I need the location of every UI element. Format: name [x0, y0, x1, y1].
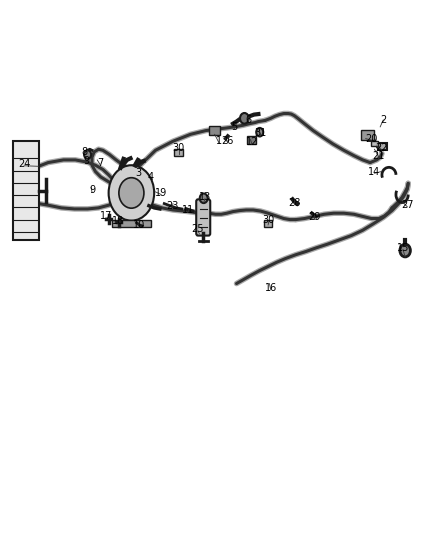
Circle shape: [256, 128, 263, 136]
Text: 21: 21: [373, 151, 385, 160]
Text: 8: 8: [81, 147, 87, 157]
Text: 18: 18: [112, 216, 124, 226]
Text: 29: 29: [308, 213, 321, 222]
Text: 14: 14: [368, 167, 381, 176]
Text: 4: 4: [148, 172, 154, 182]
Text: 2: 2: [380, 115, 386, 125]
Text: 30: 30: [263, 215, 275, 224]
FancyBboxPatch shape: [196, 199, 210, 236]
Text: 16: 16: [265, 283, 277, 293]
Circle shape: [400, 244, 410, 257]
Text: 15: 15: [397, 243, 409, 253]
Text: 27: 27: [401, 200, 413, 210]
Text: 28: 28: [288, 198, 300, 207]
Text: 12: 12: [246, 138, 258, 147]
Text: 17: 17: [100, 212, 112, 221]
Text: 7: 7: [97, 158, 103, 167]
Bar: [247, 136, 256, 144]
Text: 23: 23: [166, 201, 178, 211]
Text: 3: 3: [135, 168, 141, 178]
Bar: [112, 220, 151, 227]
Text: 25: 25: [192, 224, 204, 234]
Text: 1: 1: [216, 136, 222, 146]
Text: 13: 13: [199, 192, 211, 202]
Bar: [174, 149, 183, 156]
Text: 20: 20: [365, 134, 378, 143]
Text: 11: 11: [182, 205, 194, 215]
Text: 19: 19: [155, 188, 167, 198]
Bar: [209, 126, 220, 135]
Circle shape: [200, 193, 208, 203]
Text: 22: 22: [376, 143, 388, 153]
Circle shape: [84, 150, 91, 159]
Text: 9: 9: [89, 185, 95, 195]
Text: 6: 6: [245, 115, 251, 125]
Circle shape: [109, 165, 154, 221]
Bar: [13, 141, 39, 240]
Text: 26: 26: [222, 136, 234, 146]
Bar: [264, 220, 272, 227]
Bar: [378, 143, 387, 150]
Bar: [371, 141, 378, 146]
Text: 9: 9: [84, 156, 90, 166]
Text: 5: 5: [231, 122, 237, 132]
Text: 30: 30: [173, 143, 185, 152]
Circle shape: [119, 177, 144, 208]
Text: 24: 24: [18, 159, 30, 169]
Circle shape: [240, 113, 249, 124]
Bar: [361, 130, 374, 140]
Text: 10: 10: [133, 221, 145, 230]
Text: 31: 31: [254, 128, 267, 138]
